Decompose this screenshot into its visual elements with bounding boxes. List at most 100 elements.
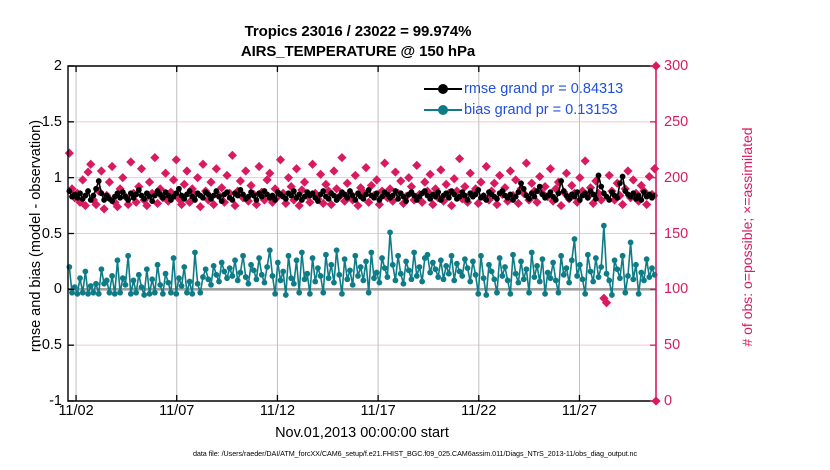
bias-marker <box>614 266 621 273</box>
bias-marker <box>592 255 599 261</box>
chart-legend: rmse grand pr = 0.84313 bias grand pr = … <box>424 78 654 122</box>
bias-marker <box>397 270 404 277</box>
obs-marker <box>230 200 240 211</box>
obs-marker <box>80 200 90 211</box>
bias-marker <box>301 276 308 283</box>
bias-marker <box>627 239 634 246</box>
rmse-marker <box>218 198 225 205</box>
obs-marker <box>299 177 310 187</box>
obs-marker <box>206 177 216 187</box>
obs-marker <box>556 200 566 211</box>
rmse-marker <box>566 195 573 202</box>
bias-marker <box>135 271 142 278</box>
obs-marker <box>623 166 633 176</box>
rmse-marker <box>109 198 115 205</box>
obs-marker <box>436 165 446 175</box>
rmse-marker <box>245 193 252 200</box>
bias-marker <box>395 252 401 259</box>
obs-marker <box>168 175 179 185</box>
obs-marker <box>353 200 363 211</box>
obs-marker <box>593 188 604 198</box>
bias-marker <box>122 281 129 288</box>
rmse-marker <box>574 189 581 196</box>
bias-marker <box>176 275 182 282</box>
bias-marker <box>189 290 196 297</box>
obs-marker <box>283 173 294 183</box>
bias-marker <box>280 268 287 275</box>
bias-marker <box>381 265 388 272</box>
obs-marker <box>83 167 93 177</box>
y-tick-right-2: 100 <box>664 281 689 298</box>
rmse-marker <box>336 193 343 200</box>
obs-marker <box>361 163 371 173</box>
bias-marker <box>440 276 447 283</box>
bias-marker <box>192 249 198 256</box>
bias-marker <box>363 258 369 265</box>
obs-marker <box>580 156 590 166</box>
y-tick-left-2: 0 <box>53 281 62 298</box>
bias-marker <box>165 279 172 286</box>
rmse-marker <box>192 197 198 203</box>
x-tick-1: 11/07 <box>159 403 195 419</box>
obs-marker <box>326 199 336 210</box>
bias-marker <box>210 262 217 269</box>
bias-marker <box>344 276 351 283</box>
bias-marker <box>205 276 212 283</box>
rmse-marker <box>309 190 316 197</box>
bias-marker <box>488 268 495 275</box>
bias-marker <box>411 249 418 256</box>
bias-marker <box>95 290 102 297</box>
bias-marker <box>590 278 597 285</box>
axis-endcap-diamond-icon <box>651 61 661 71</box>
obs-marker <box>465 168 475 178</box>
bias-marker <box>472 271 479 278</box>
rmse-marker <box>90 192 97 199</box>
bias-marker <box>288 275 295 282</box>
bias-marker <box>226 265 233 272</box>
bias-marker <box>566 279 573 286</box>
obs-marker <box>398 198 409 208</box>
bias-marker <box>328 261 335 268</box>
y-tick-left-1: -0.5 <box>37 337 62 354</box>
rmse-marker <box>141 195 148 202</box>
obs-marker <box>142 200 152 211</box>
bias-marker <box>510 251 516 258</box>
bias-marker <box>389 261 396 268</box>
bias-marker <box>320 289 327 296</box>
rmse-marker <box>85 188 91 194</box>
obs-marker <box>126 157 136 167</box>
rmse-marker <box>101 197 107 203</box>
rmse-marker <box>151 192 158 199</box>
obs-marker <box>160 168 171 178</box>
legend-item-rmse[interactable]: rmse grand pr = 0.84313 <box>424 79 623 99</box>
obs-marker <box>644 171 654 182</box>
obs-marker <box>617 199 628 210</box>
rmse-marker <box>494 195 500 202</box>
bias-marker <box>582 290 589 297</box>
rmse-marker <box>365 187 372 193</box>
rmse-marker <box>331 192 337 199</box>
obs-marker <box>372 175 382 185</box>
bias-marker <box>502 264 508 270</box>
bias-marker <box>141 292 148 298</box>
bias-marker <box>357 264 364 270</box>
legend-item-bias[interactable]: bias grand pr = 0.13153 <box>424 100 618 120</box>
rmse-marker <box>598 183 605 190</box>
rmse-marker <box>250 192 257 199</box>
rmse-marker <box>320 188 327 194</box>
obs-marker <box>152 198 163 208</box>
rmse-marker <box>360 195 367 202</box>
rmse-marker <box>125 197 132 203</box>
obs-marker <box>254 161 264 172</box>
bias-marker <box>93 280 99 287</box>
chart-title-line-1: Tropics 23016 / 23022 = 99.974% <box>244 23 472 40</box>
bias-marker <box>248 261 254 268</box>
obs-marker <box>107 161 117 172</box>
bias-marker <box>240 252 246 259</box>
bias-marker <box>331 279 337 286</box>
bias-marker <box>437 257 444 264</box>
rmse-marker <box>315 198 321 205</box>
rmse-marker <box>395 195 401 202</box>
rmse-marker <box>200 194 206 201</box>
bias-marker <box>277 277 284 284</box>
